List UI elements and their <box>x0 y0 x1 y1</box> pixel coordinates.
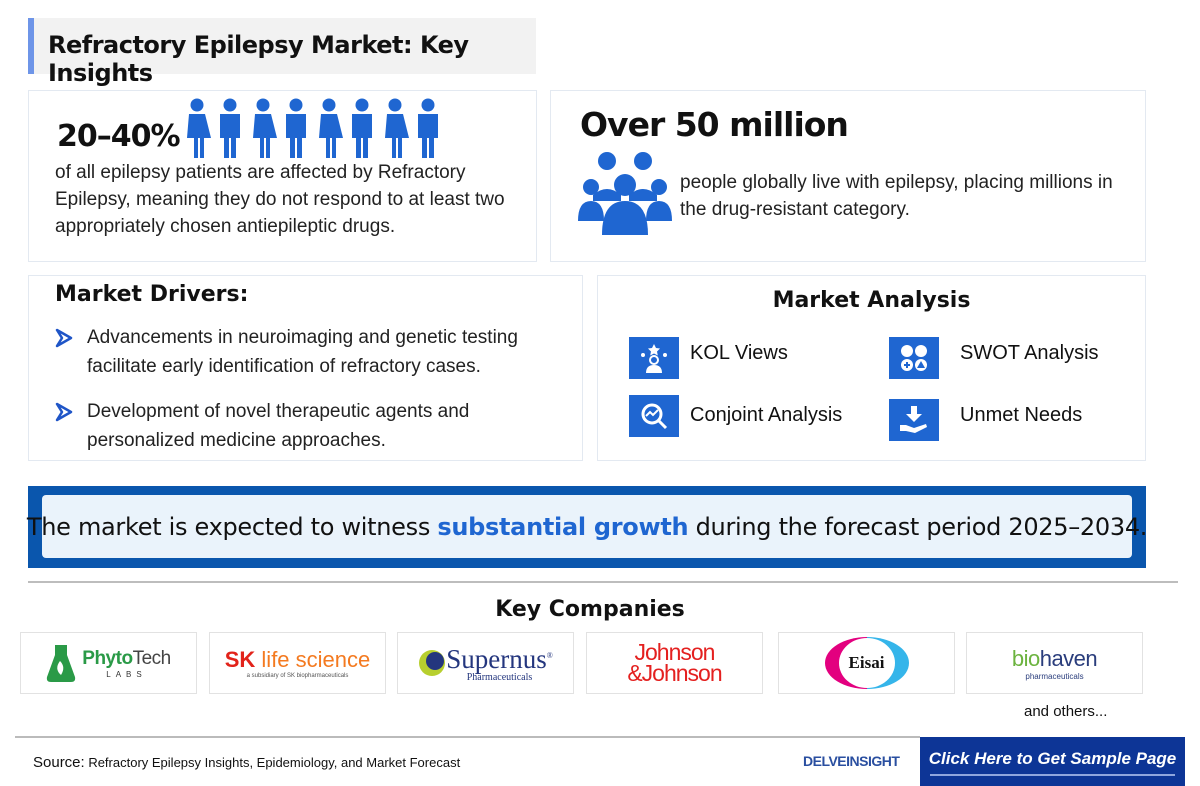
forecast-text-pre: The market is expected to witness <box>26 512 438 541</box>
swot-icon <box>889 337 939 379</box>
companies-heading: Key Companies <box>495 597 685 622</box>
market-drivers-card: Market Drivers: Advancements in neuroima… <box>28 275 583 461</box>
chevron-right-icon <box>55 402 73 422</box>
forecast-banner: The market is expected to witness substa… <box>27 486 1147 568</box>
forecast-text: The market is expected to witness substa… <box>27 495 1147 558</box>
logo-johnson-johnson: Johnson &Johnson <box>586 632 763 694</box>
source-label: Source: <box>33 754 85 771</box>
logo-supernus: Supernus® Pharmaceuticals <box>397 632 574 694</box>
stat-card-percent: 20–40% of all epilepsy patients are affe… <box>28 90 537 262</box>
driver-text: Development of novel therapeutic agents … <box>87 401 470 451</box>
female-icon <box>385 98 409 158</box>
sample-page-button[interactable]: Click Here to Get Sample Page <box>920 737 1185 786</box>
female-icon <box>187 98 211 158</box>
kol-icon <box>629 337 679 379</box>
female-icon <box>319 98 343 158</box>
sample-page-label: Click Here to Get Sample Page <box>928 749 1177 768</box>
logo-biohaven: biohaven pharmaceuticals <box>966 632 1143 694</box>
analysis-item-label: KOL Views <box>690 342 788 364</box>
button-underline <box>930 774 1175 776</box>
stat-value: Over 50 million <box>580 105 849 144</box>
forecast-highlight: substantial growth <box>437 512 689 541</box>
footer-divider <box>15 736 920 738</box>
conjoint-icon <box>629 395 679 437</box>
analysis-heading: Market Analysis <box>772 288 971 313</box>
analysis-item-label: SWOT Analysis <box>960 342 1099 364</box>
source-text: Refractory Epilepsy Insights, Epidemiolo… <box>84 755 461 770</box>
unmet-needs-icon <box>889 399 939 441</box>
chevron-right-icon <box>55 328 73 348</box>
logo-sk-life-science: SK life science a subsidiary of SK bioph… <box>209 632 386 694</box>
stat-text: of all epilepsy patients are affected by… <box>55 162 505 237</box>
stat-text: people globally live with epilepsy, plac… <box>680 172 1113 220</box>
analysis-item-label: Conjoint Analysis <box>690 404 843 426</box>
drivers-heading: Market Drivers: <box>55 282 249 307</box>
sk-subtitle: a subsidiary of SK biopharmaceuticals <box>246 673 349 679</box>
stat-value: 20–40% <box>57 119 181 154</box>
female-icon <box>253 98 277 158</box>
forecast-text-post: during the forecast period 2025–2034. <box>688 512 1148 541</box>
driver-text: Advancements in neuroimaging and genetic… <box>87 327 518 377</box>
people-row-icon <box>187 98 438 158</box>
logo-eisai: Eisai <box>778 632 955 694</box>
page-title: Refractory Epilepsy Market: Key Insights <box>48 31 469 87</box>
title-box: Refractory Epilepsy Market: Key Insights <box>28 18 536 87</box>
male-icon <box>220 98 240 158</box>
and-others: and others... <box>1024 703 1108 720</box>
group-icon <box>578 152 672 235</box>
male-icon <box>418 98 438 158</box>
logo-phytotech: PhytoTech LABS <box>20 632 197 694</box>
analysis-item-label: Unmet Needs <box>960 404 1083 426</box>
stat-card-population: Over 50 million people globally live wit… <box>550 90 1146 262</box>
divider <box>28 581 1178 583</box>
male-icon <box>286 98 306 158</box>
male-icon <box>352 98 372 158</box>
market-analysis-card: Market Analysis KOL Views SWOT Analysis … <box>597 275 1146 461</box>
source-line: Source: Refractory Epilepsy Insights, Ep… <box>33 754 460 771</box>
delveinsight-logo: DELVEINSIGHT <box>803 753 900 769</box>
